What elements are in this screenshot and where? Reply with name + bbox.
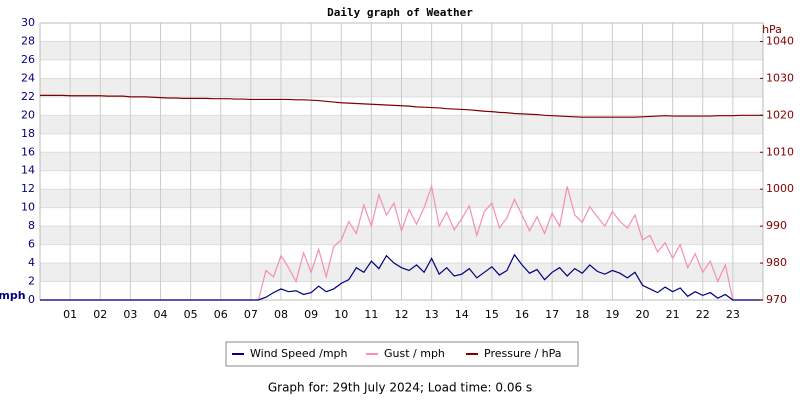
x-tick-label: 10	[334, 308, 348, 321]
plot-border	[39, 22, 764, 301]
y-tick-label: 6	[28, 238, 35, 251]
footer: Graph for: 29th July 2024; Load time: 0.…	[268, 381, 532, 395]
legend-label: Pressure / hPa	[484, 347, 562, 360]
x-tick-label: 08	[274, 308, 288, 321]
series-line	[40, 94, 763, 118]
plot-area	[39, 22, 764, 301]
y-tick-label: 16	[21, 145, 35, 158]
y-tick-label: 12	[21, 182, 35, 195]
y2-axis-unit: hPa	[762, 23, 782, 36]
x-tick-label: 03	[123, 308, 137, 321]
y2-tick-label: 1010	[766, 145, 794, 158]
x-tick-label: 06	[214, 308, 228, 321]
x-tick-label: 22	[696, 308, 710, 321]
x-tick-label: 04	[154, 308, 168, 321]
chart-title: Daily graph of Weather	[327, 6, 473, 19]
x-tick-label: 02	[93, 308, 107, 321]
y-tick-label: 14	[21, 164, 35, 177]
y-axis-unit: mph	[0, 289, 26, 302]
x-tick-label: 01	[63, 308, 77, 321]
y-tick-label: 30	[21, 16, 35, 29]
x-tick-label: 17	[545, 308, 559, 321]
y-tick-label: 8	[28, 219, 35, 232]
x-tick-label: 23	[726, 308, 740, 321]
x-tick-label: 20	[636, 308, 650, 321]
y2-tick-label: 980	[766, 256, 787, 269]
y-tick-label: 26	[21, 53, 35, 66]
legend-box	[225, 341, 579, 367]
y-tick-label: 18	[21, 127, 35, 140]
x-tick-label: 09	[304, 308, 318, 321]
x-tick-label: 05	[184, 308, 198, 321]
x-tick-label: 07	[244, 308, 258, 321]
y2-tick-label: 1020	[766, 108, 794, 121]
y2-tick-label: 1040	[766, 34, 794, 47]
y-tick-label: 28	[21, 34, 35, 47]
y2-tick-label: 990	[766, 219, 787, 232]
y-tick-label: 4	[28, 256, 35, 269]
x-tick-label: 21	[666, 308, 680, 321]
x-tick-label: 15	[485, 308, 499, 321]
y-tick-label: 10	[21, 201, 35, 214]
y2-tick-label: 1030	[766, 71, 794, 84]
x-tick-label: 14	[455, 308, 469, 321]
x-tick-label: 16	[515, 308, 529, 321]
y2-tick-label: 1000	[766, 182, 794, 195]
y-tick-label: 2	[28, 275, 35, 288]
x-tick-label: 19	[605, 308, 619, 321]
y-tick-label: 24	[21, 71, 35, 84]
y-tick-label: 22	[21, 90, 35, 103]
series-line	[40, 253, 763, 301]
legend-label: Gust / mph	[384, 347, 445, 360]
x-tick-label: 13	[425, 308, 439, 321]
y-tick-label: 0	[28, 293, 35, 306]
x-tick-label: 11	[364, 308, 378, 321]
y2-tick-label: 970	[766, 293, 787, 306]
x-tick-label: 18	[575, 308, 589, 321]
y-tick-label: 20	[21, 108, 35, 121]
x-tick-label: 12	[395, 308, 409, 321]
legend-label: Wind Speed /mph	[250, 347, 348, 360]
